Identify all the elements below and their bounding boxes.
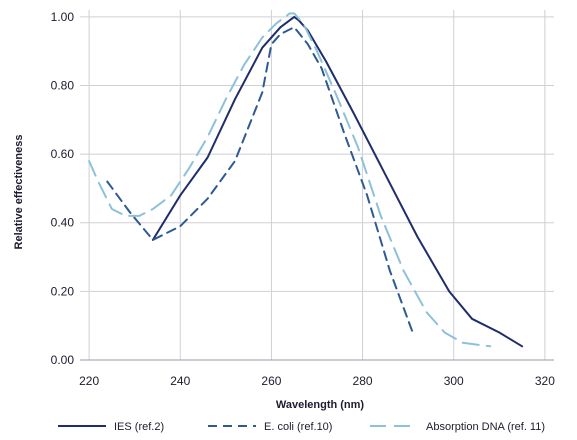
legend: IES (ref.2) E. coli (ref.10) Absorption DN… — [58, 421, 545, 433]
x-tick-label: 320 — [535, 374, 555, 388]
series-layer — [88, 12, 524, 348]
x-tick-label: 300 — [444, 374, 464, 388]
y-tick-label: 0.00 — [51, 353, 75, 367]
y-tick-label: 0.20 — [51, 284, 75, 298]
x-tick-label: 280 — [353, 374, 373, 388]
x-tick-label: 220 — [79, 374, 99, 388]
series-line-1 — [151, 15, 524, 348]
series-line-2 — [106, 26, 414, 334]
legend-label-2: E. coli (ref.10) — [264, 421, 332, 433]
y-tick-label: 0.40 — [51, 216, 75, 230]
y-tick-label: 0.60 — [51, 147, 75, 161]
x-tick-label: 240 — [170, 374, 190, 388]
y-tick-label: 0.80 — [51, 78, 75, 92]
x-tick-label: 260 — [261, 374, 281, 388]
legend-label-1: IES (ref.2) — [114, 421, 164, 433]
axes: 220 240 260 280 300 320 0.00 0.20 0.40 0.60 0.80 1.… — [51, 10, 556, 388]
y-axis-label: Relative effectiveness — [13, 135, 25, 250]
series-line-3 — [88, 12, 492, 348]
legend-label-3: Absorption DNA (ref. 11) — [426, 421, 545, 433]
grid — [80, 10, 554, 361]
y-tick-label: 1.00 — [51, 10, 75, 24]
x-axis-label: Wavelength (nm) — [276, 399, 365, 411]
